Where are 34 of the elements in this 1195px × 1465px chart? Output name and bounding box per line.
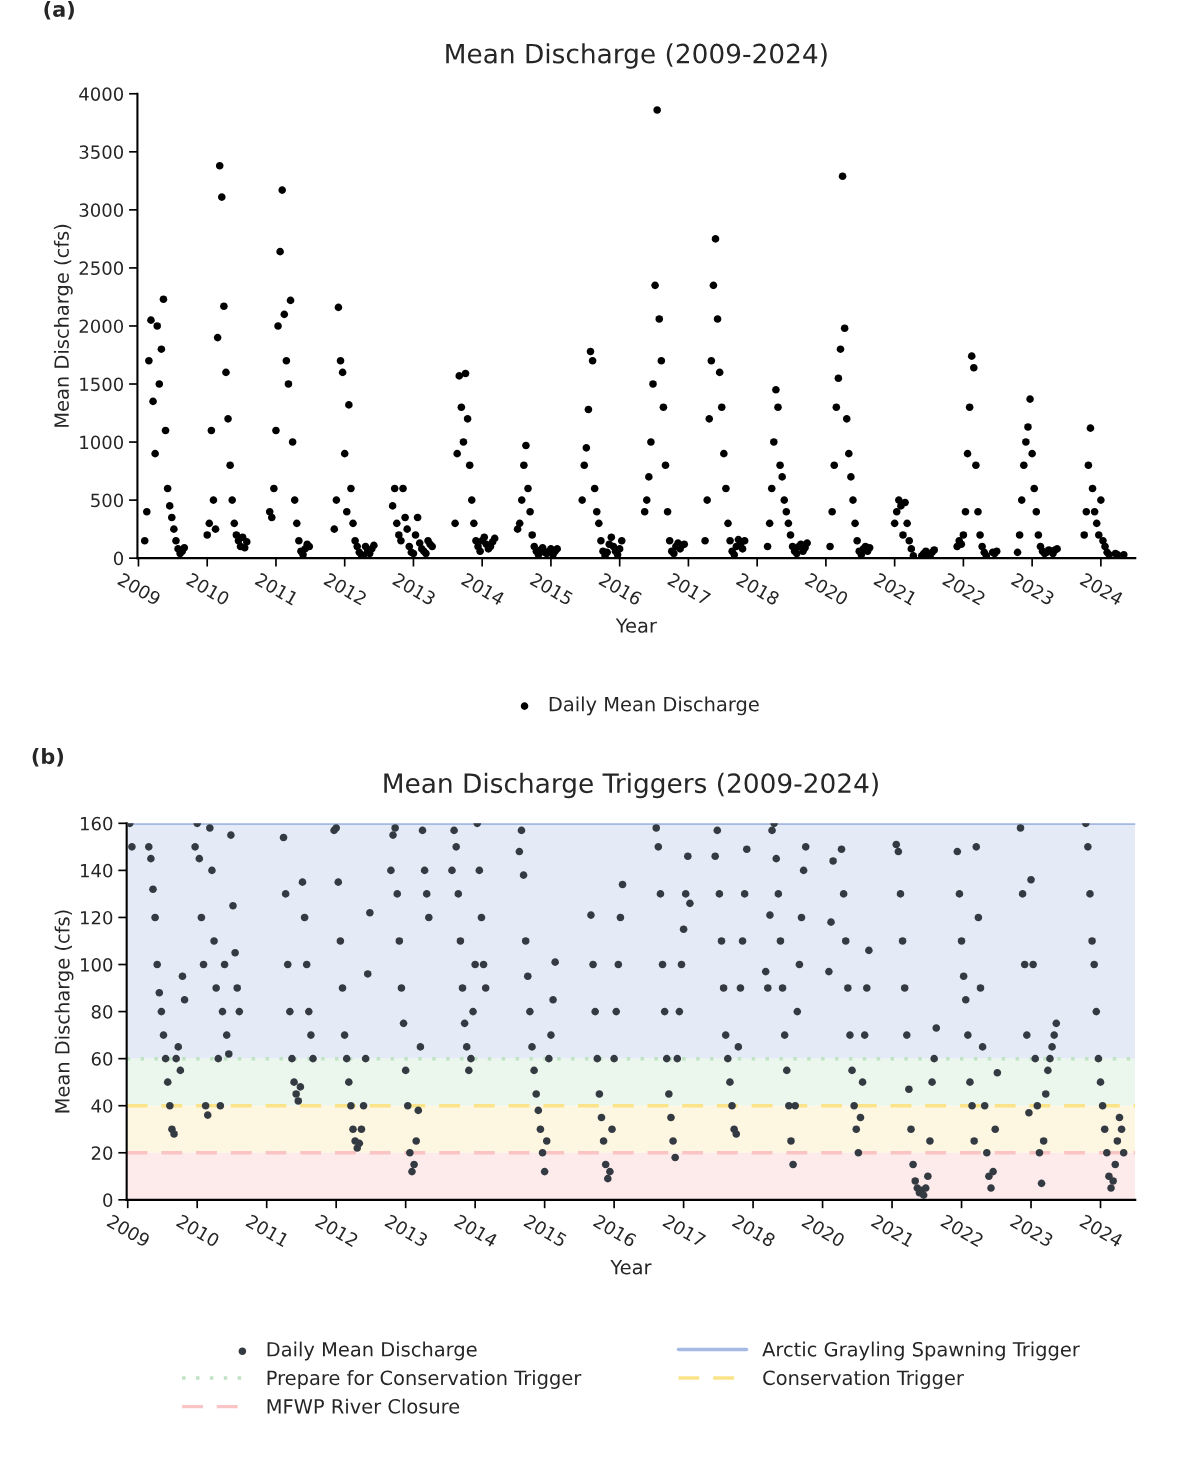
y-tick-label: 4000 [79,87,124,101]
y-tick-label: 40 [91,1099,113,1113]
x-tick-label: 2017 [667,572,712,606]
x-tick-label: 2017 [662,1213,707,1248]
y-tick-label: 0 [103,1193,113,1207]
legend-label: Prepare for Conservation Trigger [267,1370,582,1389]
chart-title: Mean Discharge (2009-2024) [446,43,827,69]
y-tick-label: 3000 [79,203,124,217]
y-tick-label: 20 [91,1146,113,1160]
x-axis-title: Year [610,1260,652,1275]
y-tick-label: 1500 [80,377,124,392]
legend-label: Daily Mean Discharge [549,696,759,716]
chart-title: Mean Discharge Triggers (2009-2024) [384,772,878,799]
y-tick-label: 2500 [79,261,124,276]
text: (b) [32,748,64,767]
y-tick-label: 100 [81,957,113,972]
y-axis-title: Mean Discharge (cfs) [54,910,74,1113]
y-tick-label: 160 [81,816,113,831]
legend-label: Daily Mean Discharge [267,1341,477,1361]
y-tick-label: 60 [91,1052,113,1066]
y-tick-label: 80 [91,1005,113,1019]
y-tick-label: 1000 [80,435,124,450]
y-tick-label: 0 [113,551,124,566]
y-tick-label: 500 [91,493,124,508]
legend-label: Conservation Trigger [763,1370,964,1389]
y-tick-label: 120 [81,910,113,925]
legend-label: Arctic Grayling Spawning Trigger [762,1341,1080,1361]
y-tick-label: 3500 [79,145,124,159]
x-axis-title: Year [615,618,657,633]
y-tick-label: 140 [81,863,113,878]
y-axis-title: Mean Discharge (cfs) [53,224,73,427]
y-tick-label: 2000 [79,319,124,334]
legend-label: MFWP River Closure [267,1398,460,1414]
text: (a) [44,0,74,20]
